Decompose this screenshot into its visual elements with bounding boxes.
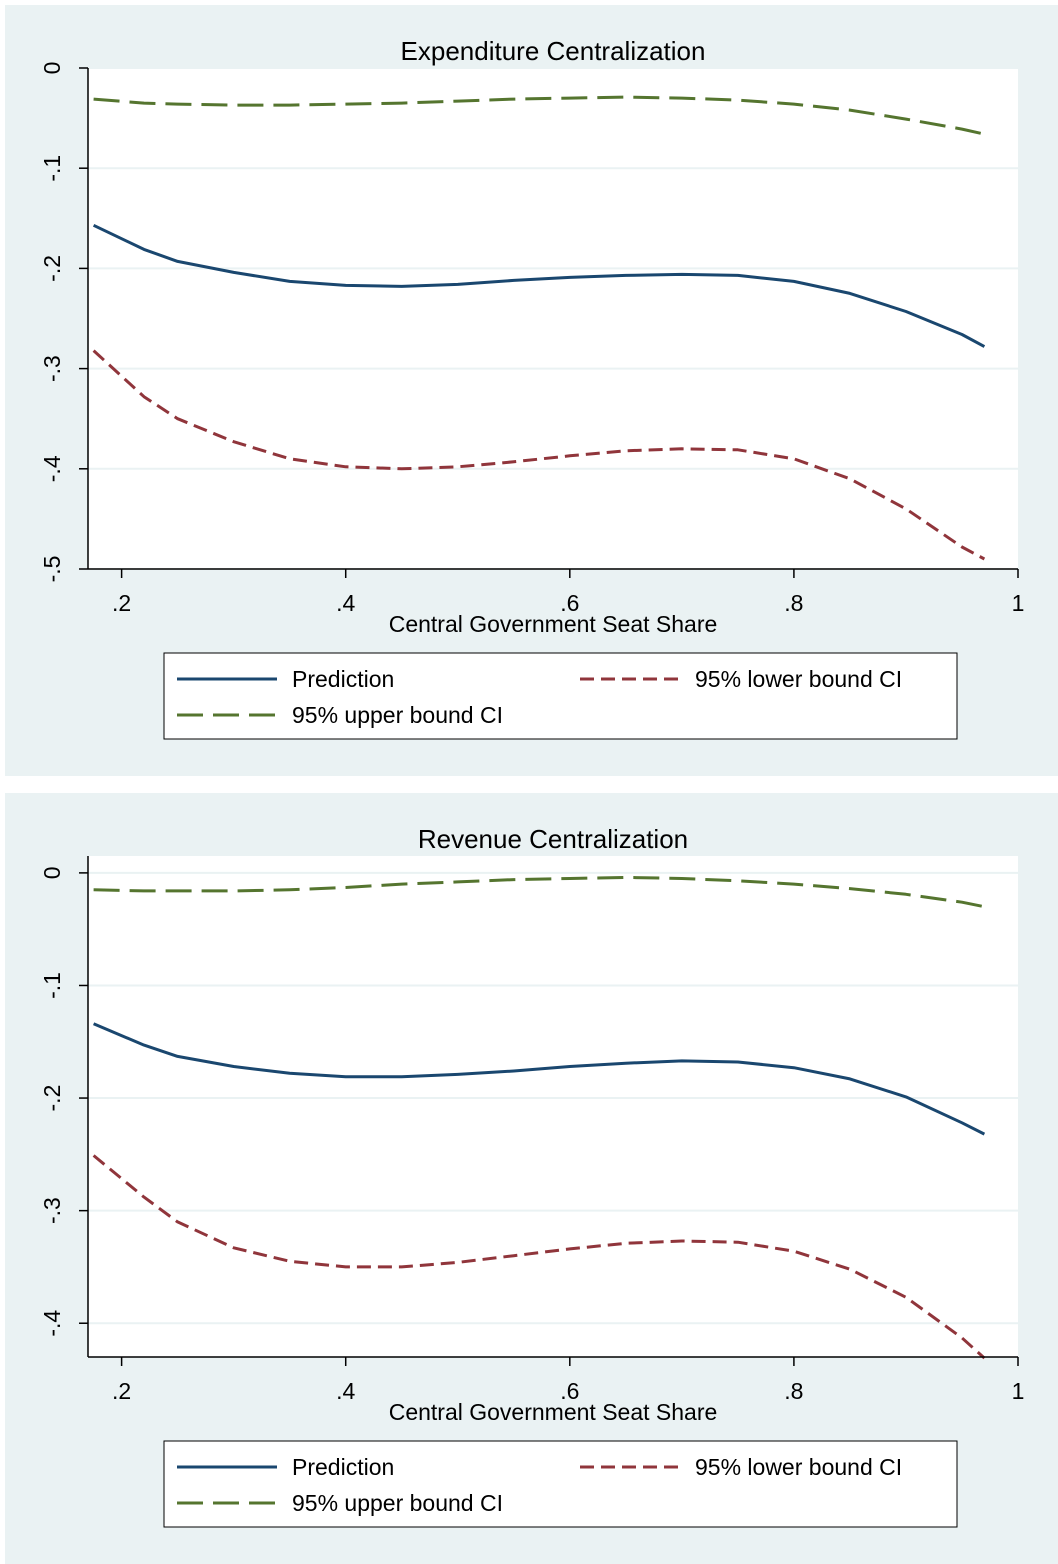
revenue-axes: .2 .4 .6 .8 1 0 -.1 -.2 -.3 -.4 <box>39 856 1024 1404</box>
revenue-x-tick-label: .8 <box>784 1378 803 1404</box>
expenditure-y-tick-label: 0 <box>39 62 65 75</box>
expenditure-y-tick-label: -.3 <box>39 355 65 382</box>
revenue-series-line-0 <box>93 1022 986 1136</box>
revenue-legend: Prediction 95% lower bound CI 95% upper bo… <box>163 1440 958 1528</box>
expenditure-chart-panel: .2 .4 .6 .8 1 0 -.1 -.2 -.3 -.4 -.5 Expenditure Ce… <box>5 5 1058 776</box>
revenue-y-tick-label: -.1 <box>39 972 65 999</box>
expenditure-legend-box <box>163 652 958 740</box>
revenue-x-tick-label: 1 <box>1012 1378 1025 1404</box>
expenditure-x-tick-label: .8 <box>784 590 803 616</box>
expenditure-x-tick-label: .4 <box>336 590 355 616</box>
expenditure-y-tick-label: -.1 <box>39 155 65 182</box>
revenue-series-line-2 <box>93 875 985 909</box>
revenue-y-tick-label: 0 <box>39 866 65 879</box>
expenditure-y-tick-label: -.5 <box>39 556 65 583</box>
expenditure-x-tick-label: .2 <box>112 590 131 616</box>
expenditure-legend-label-0: Prediction <box>292 666 394 692</box>
expenditure-legend-label-1: 95% lower bound CI <box>695 666 902 692</box>
revenue-x-axis-label: Central Government Seat Share <box>389 1399 718 1425</box>
expenditure-y-tick-label: -.2 <box>39 255 65 282</box>
revenue-x-tick-label: .2 <box>112 1378 131 1404</box>
revenue-y-tick-label: -.4 <box>39 1310 65 1337</box>
expenditure-axes: .2 .4 .6 .8 1 0 -.1 -.2 -.3 -.4 -.5 <box>39 62 1024 616</box>
expenditure-x-tick-label: 1 <box>1012 590 1025 616</box>
expenditure-x-axis-label: Central Government Seat Share <box>389 611 718 637</box>
revenue-legend-box <box>163 1440 958 1528</box>
revenue-series-lines <box>92 875 986 1360</box>
expenditure-series-line-1 <box>92 349 986 561</box>
revenue-y-tick-label: -.3 <box>39 1197 65 1224</box>
expenditure-series-lines <box>92 95 986 561</box>
revenue-series-line-1 <box>92 1154 986 1360</box>
revenue-chart-title: Revenue Centralization <box>418 824 688 854</box>
revenue-gridlines <box>88 871 1018 1325</box>
expenditure-legend: Prediction 95% lower bound CI 95% upper bo… <box>163 652 958 740</box>
revenue-legend-label-2: 95% upper bound CI <box>292 1490 503 1516</box>
expenditure-x-tick-label: .6 <box>560 590 579 616</box>
revenue-x-tick-label: .4 <box>336 1378 355 1404</box>
expenditure-series-line-2 <box>93 95 985 136</box>
expenditure-y-tick-label: -.4 <box>39 455 65 482</box>
revenue-legend-label-0: Prediction <box>292 1454 394 1480</box>
revenue-y-tick-label: -.2 <box>39 1085 65 1112</box>
revenue-plot-area <box>88 856 1018 1357</box>
revenue-x-tick-label: .6 <box>560 1378 579 1404</box>
revenue-legend-label-1: 95% lower bound CI <box>695 1454 902 1480</box>
expenditure-chart-title: Expenditure Centralization <box>401 36 706 66</box>
revenue-chart: .2 .4 .6 .8 1 0 -.1 -.2 -.3 -.4 Revenue Centraliz… <box>39 824 1024 1528</box>
expenditure-series-line-0 <box>92 223 986 348</box>
expenditure-legend-label-2: 95% upper bound CI <box>292 702 503 728</box>
revenue-chart-panel: .2 .4 .6 .8 1 0 -.1 -.2 -.3 -.4 Revenue Centraliz… <box>5 793 1058 1564</box>
expenditure-chart: .2 .4 .6 .8 1 0 -.1 -.2 -.3 -.4 -.5 Expenditure Ce… <box>39 36 1024 740</box>
